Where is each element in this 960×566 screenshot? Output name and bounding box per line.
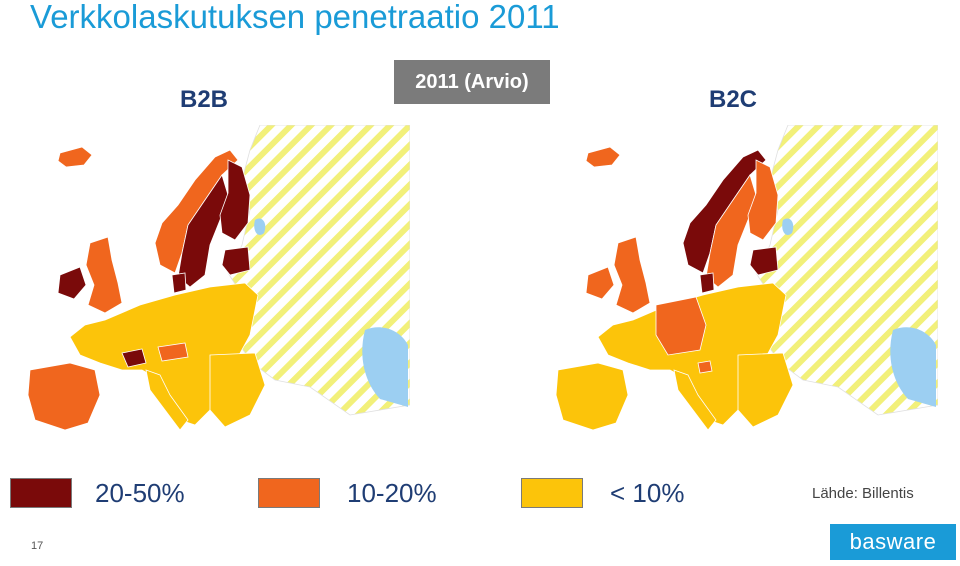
black-sea — [890, 327, 936, 407]
ladoga-lake — [254, 218, 266, 236]
b2b-map-label: B2B — [180, 86, 229, 113]
denmark — [171, 272, 187, 294]
legend-label-high: 20-50% — [95, 478, 185, 508]
b2b-europe-map — [10, 125, 410, 455]
iceland — [585, 146, 621, 168]
baltics — [221, 246, 251, 276]
united-kingdom — [85, 236, 123, 314]
legend-swatch-high — [10, 478, 72, 508]
ireland — [57, 266, 87, 300]
baltics — [749, 246, 779, 276]
iberia — [555, 362, 629, 431]
legend-swatch-low — [521, 478, 583, 508]
iberia — [27, 362, 101, 431]
germany — [655, 296, 707, 356]
slovenia — [697, 360, 713, 374]
italy — [145, 369, 189, 431]
united-kingdom — [613, 236, 651, 314]
ireland — [585, 266, 615, 300]
page-number: 17 — [31, 540, 44, 552]
legend-label-mid: 10-20% — [347, 478, 437, 508]
italy — [673, 369, 717, 431]
b2c-map-label: B2C — [709, 86, 758, 113]
finland — [747, 159, 779, 241]
austria — [157, 342, 189, 362]
year-badge: 2011 (Arvio) — [394, 60, 550, 104]
legend-label-low: < 10% — [610, 478, 685, 508]
slide-title: Verkkolaskutuksen penetraatio 2011 — [30, 0, 560, 35]
balkans — [209, 352, 266, 428]
balkans — [737, 352, 794, 428]
switzerland — [121, 348, 147, 368]
source-note: Lähde: Billentis — [812, 485, 914, 502]
legend-swatch-mid — [258, 478, 320, 508]
ladoga-lake — [782, 218, 794, 236]
denmark — [699, 272, 715, 294]
iceland — [57, 146, 93, 168]
finland — [219, 159, 251, 241]
basware-logo: basware — [830, 524, 956, 560]
b2c-europe-map — [538, 125, 938, 455]
black-sea — [362, 327, 408, 407]
